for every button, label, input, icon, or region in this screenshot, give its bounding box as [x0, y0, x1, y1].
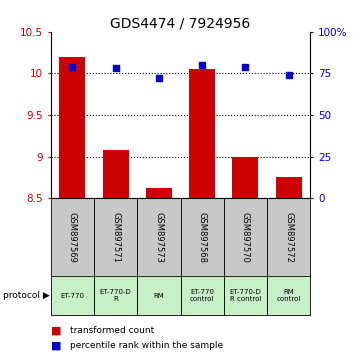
Bar	[59, 57, 85, 198]
Bar	[137, 198, 180, 276]
Text: transformed count: transformed count	[70, 326, 155, 336]
Title: GDS4474 / 7924956: GDS4474 / 7924956	[110, 17, 251, 31]
Point	[69, 64, 75, 70]
Bar	[224, 198, 267, 276]
Bar	[224, 276, 267, 315]
Text: GSM897573: GSM897573	[155, 212, 163, 263]
Text: ET-770-D
R: ET-770-D R	[100, 289, 131, 302]
Bar	[51, 276, 94, 315]
Text: ■: ■	[51, 326, 61, 336]
Bar	[189, 69, 215, 198]
Point	[156, 76, 162, 81]
Point	[286, 72, 292, 78]
Bar	[180, 198, 224, 276]
Bar	[232, 156, 258, 198]
Text: RM
control: RM control	[277, 289, 301, 302]
Bar	[94, 198, 137, 276]
Text: percentile rank within the sample: percentile rank within the sample	[70, 341, 223, 350]
Text: ET-770: ET-770	[60, 293, 84, 298]
Point	[199, 62, 205, 68]
Bar	[267, 276, 310, 315]
Bar	[146, 188, 172, 198]
Text: GSM897570: GSM897570	[241, 212, 250, 263]
Bar	[51, 198, 94, 276]
Bar	[94, 276, 137, 315]
Text: GSM897571: GSM897571	[111, 212, 120, 263]
Text: RM: RM	[153, 293, 164, 298]
Bar	[267, 198, 310, 276]
Text: GSM897572: GSM897572	[284, 212, 293, 263]
Text: ET-770-D
R control: ET-770-D R control	[230, 289, 261, 302]
Point	[113, 65, 118, 71]
Text: GSM897568: GSM897568	[198, 212, 206, 263]
Point	[243, 64, 248, 70]
Text: ■: ■	[51, 340, 61, 350]
Text: ET-770
control: ET-770 control	[190, 289, 214, 302]
Bar	[180, 276, 224, 315]
Text: GSM897569: GSM897569	[68, 212, 77, 263]
Text: protocol ▶: protocol ▶	[3, 291, 50, 300]
Bar	[276, 177, 302, 198]
Bar	[103, 150, 129, 198]
Bar	[137, 276, 180, 315]
